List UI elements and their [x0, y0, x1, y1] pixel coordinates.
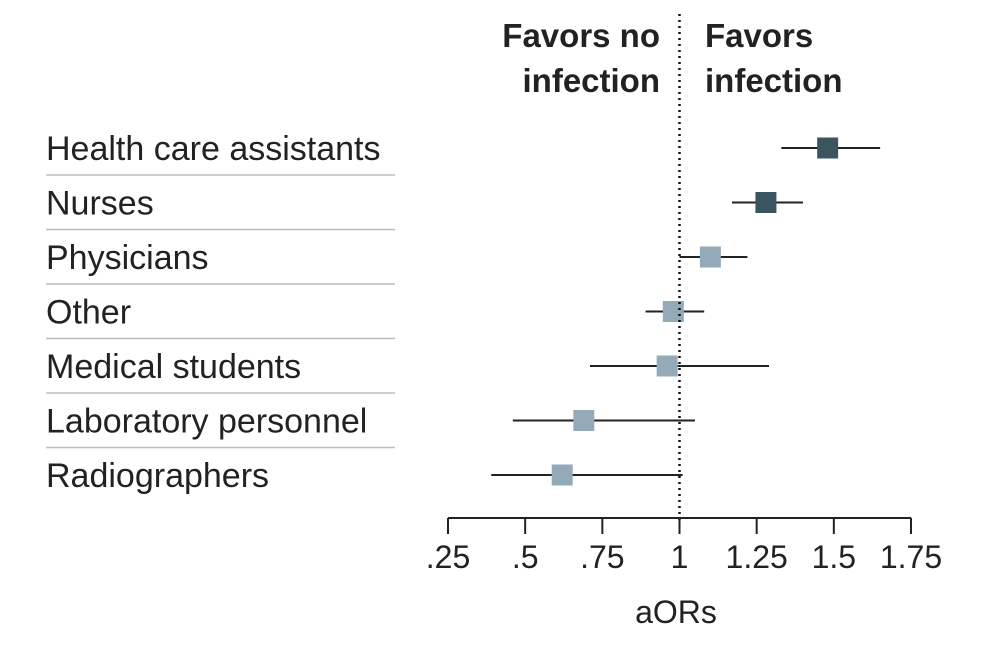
- x-tick-label: 1.75: [880, 539, 942, 575]
- point-estimate-marker: [699, 246, 721, 268]
- row: Medical students: [46, 348, 770, 394]
- favor-right-line2: infection: [705, 62, 843, 99]
- x-tick-label: .75: [580, 539, 624, 575]
- favor-annotations: Favors no infection Favors infection: [502, 17, 842, 99]
- row-label: Nurses: [46, 185, 154, 223]
- point-estimate-marker: [551, 464, 573, 486]
- x-axis: .25 .5 .75 1 1.25 1.5 1.75: [426, 517, 942, 575]
- x-axis-title: aORs: [635, 594, 717, 630]
- point-estimate-marker: [755, 192, 777, 213]
- x-tick-label: 1.25: [726, 539, 788, 575]
- row: Other: [46, 294, 705, 340]
- row-label: Laboratory personnel: [46, 403, 367, 441]
- point-estimate-marker: [573, 410, 595, 431]
- row-label: Medical students: [46, 348, 301, 386]
- x-tick-label: 1.5: [812, 539, 856, 575]
- point-estimate-marker: [817, 137, 839, 159]
- row-label: Physicians: [46, 239, 209, 277]
- favor-right-line1: Favors: [705, 17, 813, 54]
- row-label: Radiographers: [46, 457, 269, 495]
- row: Radiographers: [46, 457, 683, 495]
- row: Health care assistants: [46, 130, 881, 176]
- rows-group: Health care assistants Nurses Physicians Ot…: [46, 130, 881, 495]
- favor-left-line2: infection: [523, 62, 661, 99]
- point-estimate-marker: [656, 355, 678, 377]
- row: Laboratory personnel: [46, 403, 695, 449]
- point-estimate-marker: [662, 301, 684, 322]
- x-tick-label: 1: [671, 539, 689, 575]
- row-label: Health care assistants: [46, 130, 381, 168]
- favor-left-line1: Favors no: [502, 17, 660, 54]
- row-label: Other: [46, 294, 131, 332]
- x-tick-label: .5: [512, 539, 539, 575]
- row: Physicians: [46, 239, 748, 285]
- x-tick-label: .25: [426, 539, 470, 575]
- row: Nurses: [46, 185, 803, 231]
